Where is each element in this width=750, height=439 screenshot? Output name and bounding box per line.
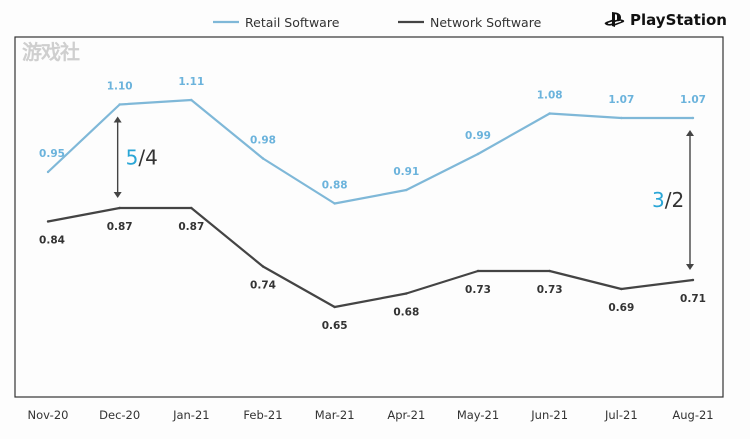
data-label: 0.68 — [393, 307, 419, 319]
data-label: 0.74 — [250, 280, 276, 292]
data-label: 0.69 — [608, 302, 634, 314]
x-tick-label: Nov-20 — [28, 408, 69, 422]
annotation-arrow-head — [686, 264, 694, 270]
data-label: 0.98 — [250, 135, 276, 147]
data-label: 0.73 — [465, 284, 491, 296]
brand-name: PlayStation — [630, 11, 727, 29]
series-line — [47, 206, 694, 309]
data-label: 0.95 — [39, 148, 65, 160]
data-point — [691, 116, 695, 120]
series-line — [47, 98, 693, 205]
data-label: 1.07 — [680, 94, 706, 106]
x-tick-label: Jul-21 — [604, 408, 638, 422]
data-label: 1.10 — [107, 81, 133, 93]
data-point — [190, 98, 193, 102]
data-point — [405, 188, 408, 192]
legend-label: Network Software — [430, 15, 542, 30]
data-label: 0.99 — [465, 130, 491, 142]
ratio-separator: / — [138, 145, 145, 169]
ratio-annotation: 3/2 — [652, 188, 684, 212]
data-point — [691, 278, 695, 282]
data-point — [405, 292, 408, 295]
ratio-numerator: 3 — [652, 188, 665, 212]
data-point — [333, 305, 336, 309]
data-point — [548, 269, 551, 273]
x-tick-label: Apr-21 — [387, 408, 425, 422]
data-label: 0.84 — [39, 235, 65, 247]
data-label: 0.65 — [322, 320, 348, 332]
data-point — [476, 152, 480, 156]
data-point — [118, 103, 121, 106]
data-label: 0.87 — [107, 221, 133, 233]
data-point — [261, 157, 265, 160]
x-tick-label: Jan-21 — [172, 408, 210, 422]
annotation-arrow-head — [113, 116, 122, 123]
data-label: 0.88 — [322, 180, 348, 192]
data-point — [46, 170, 50, 174]
ratio-numerator: 5 — [126, 145, 139, 169]
playstation-logo: PlayStation — [604, 11, 727, 29]
annotation-arrow-head — [686, 130, 694, 136]
data-label: 1.08 — [537, 90, 563, 102]
data-point — [261, 265, 265, 268]
x-tick-label: May-21 — [457, 408, 499, 422]
ratio-denominator: 2 — [671, 188, 684, 212]
data-point — [190, 206, 193, 210]
x-tick-label: Dec-20 — [99, 408, 140, 422]
data-label: 0.87 — [178, 221, 204, 233]
data-point — [620, 116, 623, 120]
data-label: 0.73 — [537, 284, 563, 296]
data-point — [620, 287, 623, 291]
data-label: 1.11 — [178, 76, 204, 88]
x-tick-label: Mar-21 — [315, 408, 355, 422]
playstation-icon — [604, 12, 625, 27]
ratio-separator: / — [665, 188, 672, 212]
x-tick-label: Jun-21 — [530, 408, 568, 422]
annotation-arrow-head — [113, 192, 122, 198]
data-label: 0.71 — [680, 293, 706, 305]
x-tick-label: Feb-21 — [243, 408, 282, 422]
data-label: 1.07 — [608, 94, 634, 106]
plot-area-frame — [14, 36, 724, 398]
watermark: 游戏社 — [22, 40, 80, 64]
data-point — [548, 112, 551, 115]
data-point — [476, 269, 480, 273]
data-point — [118, 206, 121, 210]
ratio-annotation: 5/4 — [126, 145, 158, 169]
x-tick-label: Aug-21 — [672, 408, 713, 422]
legend-label: Retail Software — [245, 15, 340, 30]
data-point — [46, 220, 50, 223]
ratio-denominator: 4 — [145, 145, 158, 169]
data-label: 0.91 — [393, 166, 419, 178]
data-point — [333, 202, 336, 205]
